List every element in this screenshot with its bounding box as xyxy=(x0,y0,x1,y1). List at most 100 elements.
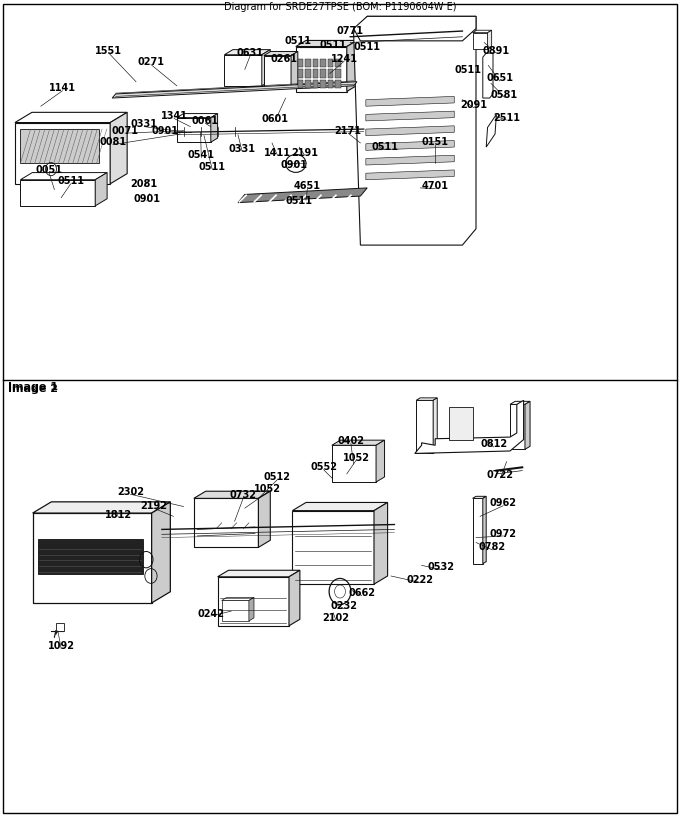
Polygon shape xyxy=(292,502,388,511)
Text: 0512: 0512 xyxy=(264,472,291,482)
Polygon shape xyxy=(112,82,357,98)
Bar xyxy=(38,539,143,574)
Bar xyxy=(449,407,473,440)
Polygon shape xyxy=(366,111,454,121)
Text: 2192: 2192 xyxy=(140,501,167,511)
Text: 0261: 0261 xyxy=(271,54,298,64)
Polygon shape xyxy=(332,445,376,482)
Text: 1341: 1341 xyxy=(160,111,188,121)
Text: Image 2: Image 2 xyxy=(8,384,58,394)
Text: 4701: 4701 xyxy=(422,181,449,191)
Polygon shape xyxy=(510,404,525,449)
Text: 0532: 0532 xyxy=(427,562,454,572)
Polygon shape xyxy=(374,502,388,584)
Bar xyxy=(328,69,333,78)
Text: 1551: 1551 xyxy=(95,46,122,56)
Bar xyxy=(335,59,341,67)
Polygon shape xyxy=(366,155,454,165)
Polygon shape xyxy=(262,50,271,86)
Polygon shape xyxy=(194,491,271,498)
Text: 4651: 4651 xyxy=(294,181,321,191)
Polygon shape xyxy=(222,597,254,600)
Polygon shape xyxy=(152,502,170,603)
Bar xyxy=(313,59,318,67)
Text: 0511: 0511 xyxy=(354,42,381,52)
Polygon shape xyxy=(218,570,300,577)
Text: 0732: 0732 xyxy=(230,490,257,500)
Polygon shape xyxy=(473,30,492,33)
Bar xyxy=(298,69,303,78)
Polygon shape xyxy=(473,33,488,49)
Text: 1141: 1141 xyxy=(49,83,76,93)
Text: 0222: 0222 xyxy=(407,575,434,585)
Polygon shape xyxy=(15,113,127,123)
Text: 1052: 1052 xyxy=(343,453,370,462)
Text: 1241: 1241 xyxy=(330,54,358,64)
Text: 0081: 0081 xyxy=(99,137,126,147)
Text: 0071: 0071 xyxy=(112,126,139,136)
Text: 0771: 0771 xyxy=(337,26,364,36)
Polygon shape xyxy=(483,53,493,98)
Polygon shape xyxy=(366,141,454,150)
Polygon shape xyxy=(366,96,454,106)
Polygon shape xyxy=(483,497,486,564)
Polygon shape xyxy=(416,398,437,400)
Text: 2191: 2191 xyxy=(291,148,318,158)
Polygon shape xyxy=(473,498,483,564)
Text: 0511: 0511 xyxy=(286,196,313,206)
Bar xyxy=(298,80,303,88)
Text: 0331: 0331 xyxy=(228,144,256,154)
Polygon shape xyxy=(249,597,254,621)
Polygon shape xyxy=(354,16,476,41)
Polygon shape xyxy=(177,114,218,118)
Polygon shape xyxy=(296,41,357,47)
Text: 1812: 1812 xyxy=(105,510,132,520)
Text: 0631: 0631 xyxy=(237,48,264,58)
Text: 0151: 0151 xyxy=(422,137,449,147)
Text: 2081: 2081 xyxy=(131,179,158,189)
Text: 0901: 0901 xyxy=(280,160,307,170)
Text: 0232: 0232 xyxy=(330,601,358,611)
Text: 0891: 0891 xyxy=(483,46,510,56)
Text: 2511: 2511 xyxy=(493,113,520,123)
Polygon shape xyxy=(264,51,298,56)
Polygon shape xyxy=(347,41,357,92)
Text: 0552: 0552 xyxy=(310,462,337,472)
Bar xyxy=(320,59,326,67)
Bar xyxy=(335,69,341,78)
Text: 0511: 0511 xyxy=(320,40,347,50)
Text: Diagram for SRDE27TPSE (BOM: P1190604W E): Diagram for SRDE27TPSE (BOM: P1190604W E… xyxy=(224,2,456,12)
Polygon shape xyxy=(238,188,367,203)
Text: 2302: 2302 xyxy=(117,487,144,497)
Polygon shape xyxy=(296,47,347,92)
Bar xyxy=(305,69,311,78)
Polygon shape xyxy=(525,401,530,449)
Bar xyxy=(320,80,326,88)
Text: 2102: 2102 xyxy=(322,613,350,623)
Polygon shape xyxy=(292,511,374,584)
Text: 0051: 0051 xyxy=(35,165,63,175)
Polygon shape xyxy=(366,126,454,136)
Polygon shape xyxy=(473,497,486,498)
Text: 2171: 2171 xyxy=(335,126,362,136)
Text: 0901: 0901 xyxy=(133,194,160,203)
Text: 0601: 0601 xyxy=(261,114,288,124)
Bar xyxy=(298,59,303,67)
Text: 0662: 0662 xyxy=(348,588,375,598)
Polygon shape xyxy=(194,498,258,547)
Text: 2091: 2091 xyxy=(460,100,488,110)
Bar xyxy=(20,129,99,163)
Polygon shape xyxy=(510,401,530,404)
Polygon shape xyxy=(15,123,110,184)
Text: 0581: 0581 xyxy=(491,90,518,100)
Polygon shape xyxy=(20,180,95,206)
Text: 0061: 0061 xyxy=(192,116,219,126)
Text: 0511: 0511 xyxy=(199,162,226,172)
Polygon shape xyxy=(416,400,433,453)
Polygon shape xyxy=(218,577,289,626)
Polygon shape xyxy=(433,398,437,453)
Polygon shape xyxy=(354,16,476,245)
Bar xyxy=(335,80,341,88)
Polygon shape xyxy=(488,30,492,49)
Polygon shape xyxy=(20,172,107,180)
